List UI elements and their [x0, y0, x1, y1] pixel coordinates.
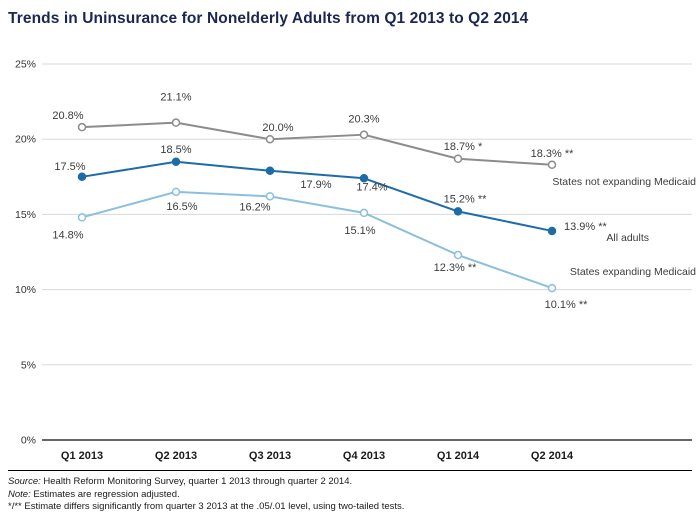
data-point-marker-all-adults [77, 172, 87, 182]
y-tick-label: 10% [15, 284, 36, 296]
footnote-note: Note: Estimates are regression adjusted. [8, 489, 692, 502]
uninsurance-trend-line-chart: 0% 5% 10% 15% 20% 25% Q1 2013 Q2 2013 Q3 2013 Q4 … [15, 59, 696, 463]
data-point-marker-states-not-expanding-medicaid [171, 118, 181, 127]
data-point-label-all-adults: 15.2% ** [444, 193, 488, 205]
data-point-label-all-adults: 17.4% [356, 181, 387, 193]
y-tick-label: 20% [15, 134, 36, 146]
data-point-label-states-expanding-medicaid: 16.2% [239, 201, 270, 213]
data-point-marker-states-expanding-medicaid [547, 283, 557, 293]
footnotes: Source: Health Reform Monitoring Survey,… [8, 470, 692, 514]
data-point-marker-all-adults [547, 226, 557, 236]
x-tick-label: Q4 2013 [343, 450, 385, 462]
footnote-note-prefix: Note: [8, 488, 31, 500]
data-point-label-all-adults: 13.9% ** [564, 221, 608, 233]
y-tick-label: 5% [21, 359, 36, 371]
data-point-label-all-adults: 17.5% [54, 161, 85, 173]
data-point-label-states-not-expanding-medicaid: 20.8% [52, 110, 83, 122]
y-tick-label: 0% [21, 435, 36, 447]
data-point-label-all-adults: 18.5% [160, 144, 191, 156]
series-line-states-expanding-medicaid [81, 190, 553, 290]
data-point-marker-states-expanding-medicaid [359, 208, 369, 218]
y-tick-label: 25% [15, 59, 36, 71]
series-label-all-adults: All adults [606, 232, 649, 244]
x-tick-label: Q1 2013 [61, 450, 103, 462]
data-point-label-states-expanding-medicaid: 16.5% [166, 201, 197, 213]
footnote-significance: */** Estimate differs significantly from… [8, 501, 692, 514]
data-point-marker-all-adults [359, 174, 369, 183]
footnote-significance-prefix: */** [8, 501, 22, 513]
data-point-label-states-expanding-medicaid: 15.1% [344, 225, 375, 237]
footnote-source-prefix: Source: [8, 476, 41, 487]
data-point-marker-states-not-expanding-medicaid [453, 154, 463, 164]
footnote-source: Source: Health Reform Monitoring Survey,… [8, 476, 692, 489]
data-point-label-states-expanding-medicaid: 10.1% ** [545, 299, 589, 311]
x-tick-label: Q1 2014 [437, 450, 480, 462]
data-point-marker-states-not-expanding-medicaid [359, 130, 369, 139]
data-point-label-states-not-expanding-medicaid: 18.7% * [444, 141, 483, 153]
data-point-marker-states-expanding-medicaid [77, 213, 87, 222]
data-point-marker-states-not-expanding-medicaid [265, 134, 275, 144]
data-point-marker-states-expanding-medicaid [265, 192, 275, 201]
data-point-marker-states-expanding-medicaid [453, 250, 463, 260]
data-point-marker-all-adults [171, 157, 181, 167]
data-point-label-states-not-expanding-medicaid: 18.3% ** [531, 148, 575, 160]
series-label-states-not-expanding-medicaid: States not expanding Medicaid [552, 176, 696, 188]
series-line-states-not-expanding-medicaid [81, 121, 553, 166]
data-point-marker-states-expanding-medicaid [171, 187, 181, 197]
footnote-source-text: Health Reform Monitoring Survey, quarter… [40, 476, 353, 487]
series-line-all-adults [81, 160, 553, 232]
data-point-label-states-not-expanding-medicaid: 21.1% [160, 92, 191, 104]
footnote-note-text: Estimates are regression adjusted. [30, 488, 180, 500]
data-point-label-states-expanding-medicaid: 14.8% [52, 229, 83, 241]
data-point-marker-all-adults [453, 207, 463, 216]
chart-title: Trends in Uninsurance for Nonelderly Adu… [8, 10, 529, 27]
data-point-label-states-not-expanding-medicaid: 20.3% [348, 114, 379, 126]
footnote-significance-text: Estimate differs significantly from quar… [21, 501, 405, 513]
y-tick-label: 15% [15, 209, 36, 221]
data-point-marker-states-not-expanding-medicaid [77, 122, 87, 132]
data-point-label-states-expanding-medicaid: 12.3% ** [434, 262, 478, 274]
data-point-label-states-not-expanding-medicaid: 20.0% [262, 122, 293, 134]
data-point-marker-states-not-expanding-medicaid [547, 160, 557, 170]
data-point-label-all-adults: 17.9% [300, 179, 331, 191]
data-point-marker-all-adults [265, 166, 275, 176]
x-tick-label: Q3 2013 [249, 450, 291, 462]
x-tick-label: Q2 2013 [155, 450, 197, 462]
series-label-states-expanding-medicaid: States expanding Medicaid [570, 266, 696, 278]
x-tick-label: Q2 2014 [531, 450, 574, 462]
